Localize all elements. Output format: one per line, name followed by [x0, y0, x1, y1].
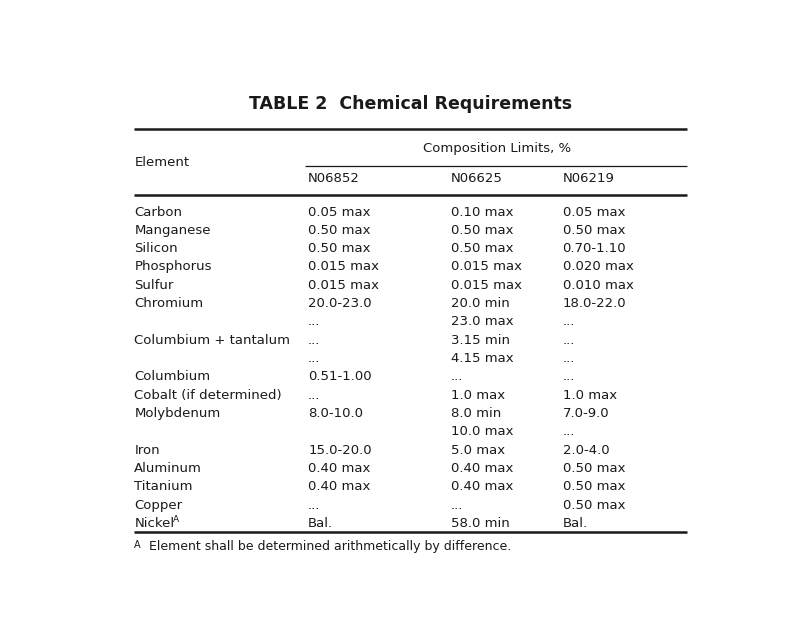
Text: ...: ...: [308, 352, 320, 365]
Text: 0.50 max: 0.50 max: [562, 480, 625, 493]
Text: Columbium + tantalum: Columbium + tantalum: [135, 334, 290, 347]
Text: 58.0 min: 58.0 min: [451, 517, 509, 530]
Text: Chromium: Chromium: [135, 297, 203, 310]
Text: 0.50 max: 0.50 max: [562, 224, 625, 237]
Text: ...: ...: [562, 425, 575, 439]
Text: N06852: N06852: [308, 172, 360, 185]
Text: ...: ...: [308, 316, 320, 329]
Text: 0.05 max: 0.05 max: [562, 206, 625, 219]
Text: 7.0-9.0: 7.0-9.0: [562, 407, 610, 420]
Text: 2.0-4.0: 2.0-4.0: [562, 444, 610, 457]
Text: 20.0-23.0: 20.0-23.0: [308, 297, 372, 310]
Text: N06219: N06219: [562, 172, 614, 185]
Text: 0.10 max: 0.10 max: [451, 206, 513, 219]
Text: ...: ...: [562, 370, 575, 383]
Text: 3.15 min: 3.15 min: [451, 334, 510, 347]
Text: 0.40 max: 0.40 max: [451, 462, 513, 475]
Text: 1.0 max: 1.0 max: [562, 389, 617, 402]
Text: 0.70-1.10: 0.70-1.10: [562, 242, 626, 255]
Text: Manganese: Manganese: [135, 224, 211, 237]
Text: 4.15 max: 4.15 max: [451, 352, 513, 365]
Text: 0.020 max: 0.020 max: [562, 260, 634, 273]
Text: 18.0-22.0: 18.0-22.0: [562, 297, 626, 310]
Text: ...: ...: [562, 334, 575, 347]
Text: Bal.: Bal.: [562, 517, 588, 530]
Text: Cobalt (if determined): Cobalt (if determined): [135, 389, 282, 402]
Text: 0.05 max: 0.05 max: [308, 206, 371, 219]
Text: Element: Element: [135, 156, 189, 168]
Text: 8.0-10.0: 8.0-10.0: [308, 407, 363, 420]
Text: A: A: [135, 539, 141, 550]
Text: 0.50 max: 0.50 max: [308, 224, 371, 237]
Text: Carbon: Carbon: [135, 206, 183, 219]
Text: ...: ...: [308, 389, 320, 402]
Text: 0.015 max: 0.015 max: [451, 260, 522, 273]
Text: Molybdenum: Molybdenum: [135, 407, 220, 420]
Text: ...: ...: [308, 498, 320, 512]
Text: ...: ...: [308, 334, 320, 347]
Text: 0.015 max: 0.015 max: [308, 279, 379, 292]
Text: 0.40 max: 0.40 max: [451, 480, 513, 493]
Text: 15.0-20.0: 15.0-20.0: [308, 444, 372, 457]
Text: Nickel: Nickel: [135, 517, 175, 530]
Text: 0.50 max: 0.50 max: [451, 242, 513, 255]
Text: ...: ...: [562, 352, 575, 365]
Text: Columbium: Columbium: [135, 370, 211, 383]
Text: Titanium: Titanium: [135, 480, 193, 493]
Text: N06625: N06625: [451, 172, 503, 185]
Text: 0.51-1.00: 0.51-1.00: [308, 370, 372, 383]
Text: Sulfur: Sulfur: [135, 279, 174, 292]
Text: Copper: Copper: [135, 498, 183, 512]
Text: Iron: Iron: [135, 444, 160, 457]
Text: Bal.: Bal.: [308, 517, 333, 530]
Text: ...: ...: [451, 498, 463, 512]
Text: 0.50 max: 0.50 max: [451, 224, 513, 237]
Text: TABLE 2  Chemical Requirements: TABLE 2 Chemical Requirements: [249, 95, 572, 113]
Text: ...: ...: [562, 316, 575, 329]
Text: Composition Limits, %: Composition Limits, %: [424, 143, 571, 156]
Text: 0.40 max: 0.40 max: [308, 462, 370, 475]
Text: 5.0 max: 5.0 max: [451, 444, 505, 457]
Text: 20.0 min: 20.0 min: [451, 297, 509, 310]
Text: 0.50 max: 0.50 max: [308, 242, 371, 255]
Text: A: A: [173, 515, 179, 524]
Text: 0.015 max: 0.015 max: [451, 279, 522, 292]
Text: 0.015 max: 0.015 max: [308, 260, 379, 273]
Text: 0.40 max: 0.40 max: [308, 480, 370, 493]
Text: 10.0 max: 10.0 max: [451, 425, 513, 439]
Text: 0.50 max: 0.50 max: [562, 462, 625, 475]
Text: Phosphorus: Phosphorus: [135, 260, 211, 273]
Text: 23.0 max: 23.0 max: [451, 316, 513, 329]
Text: 8.0 min: 8.0 min: [451, 407, 501, 420]
Text: ...: ...: [451, 370, 463, 383]
Text: 1.0 max: 1.0 max: [451, 389, 505, 402]
Text: Aluminum: Aluminum: [135, 462, 202, 475]
Text: Element shall be determined arithmetically by difference.: Element shall be determined arithmetical…: [146, 540, 512, 553]
Text: Silicon: Silicon: [135, 242, 178, 255]
Text: 0.50 max: 0.50 max: [562, 498, 625, 512]
Text: 0.010 max: 0.010 max: [562, 279, 634, 292]
